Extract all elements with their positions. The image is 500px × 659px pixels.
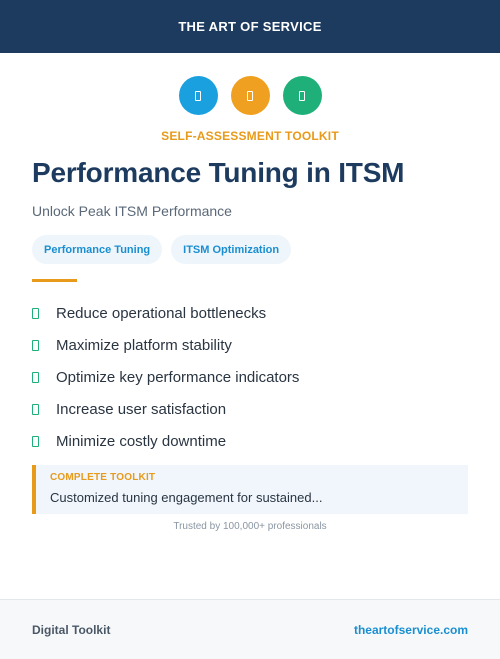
trusted-note: Trusted by 100,000+ professionals <box>173 521 327 532</box>
check-icon <box>32 339 39 351</box>
website-link[interactable]: theartofservice.com <box>353 622 468 637</box>
check-icon <box>32 307 39 319</box>
accent-divider <box>32 279 77 282</box>
check-icon <box>32 435 39 447</box>
page-title: Performance Tuning in ITSM <box>32 157 405 188</box>
brand-name: THE ART OF SERVICE <box>178 19 322 34</box>
check-icon <box>32 403 39 415</box>
check-icon <box>32 371 39 383</box>
list-item: Reduce operational bottlenecks <box>32 297 299 329</box>
clipboard-icon <box>230 76 270 115</box>
page-subtitle: Unlock Peak ITSM Performance <box>32 203 232 219</box>
tag-list: Performance Tuning ITSM Optimization <box>32 235 292 264</box>
tag-itsm-optimization: ITSM Optimization <box>171 235 292 264</box>
list-item: Optimize key performance indicators <box>32 361 299 393</box>
toolkit-callout: COMPLETE TOOLKIT Customized tuning engag… <box>32 465 468 514</box>
tag-performance-tuning: Performance Tuning <box>32 235 163 264</box>
toolkit-kicker: SELF-ASSESSMENT TOOLKIT <box>161 129 339 143</box>
feature-list: Reduce operational bottlenecks Maximize … <box>32 297 299 457</box>
callout-text: Customized tuning engagement for sustain… <box>50 490 323 505</box>
icon-row <box>0 76 500 115</box>
footer-label: Digital Toolkit <box>32 622 111 637</box>
document-icon <box>178 76 218 115</box>
list-item: Increase user satisfaction <box>32 393 299 425</box>
list-item: Maximize platform stability <box>32 329 299 361</box>
list-item: Minimize costly downtime <box>32 425 299 457</box>
footer-bar: Digital Toolkit theartofservice.com <box>0 599 500 659</box>
header-bar: THE ART OF SERVICE <box>0 0 500 53</box>
callout-label: COMPLETE TOOLKIT <box>50 472 156 483</box>
chart-icon <box>282 76 322 115</box>
